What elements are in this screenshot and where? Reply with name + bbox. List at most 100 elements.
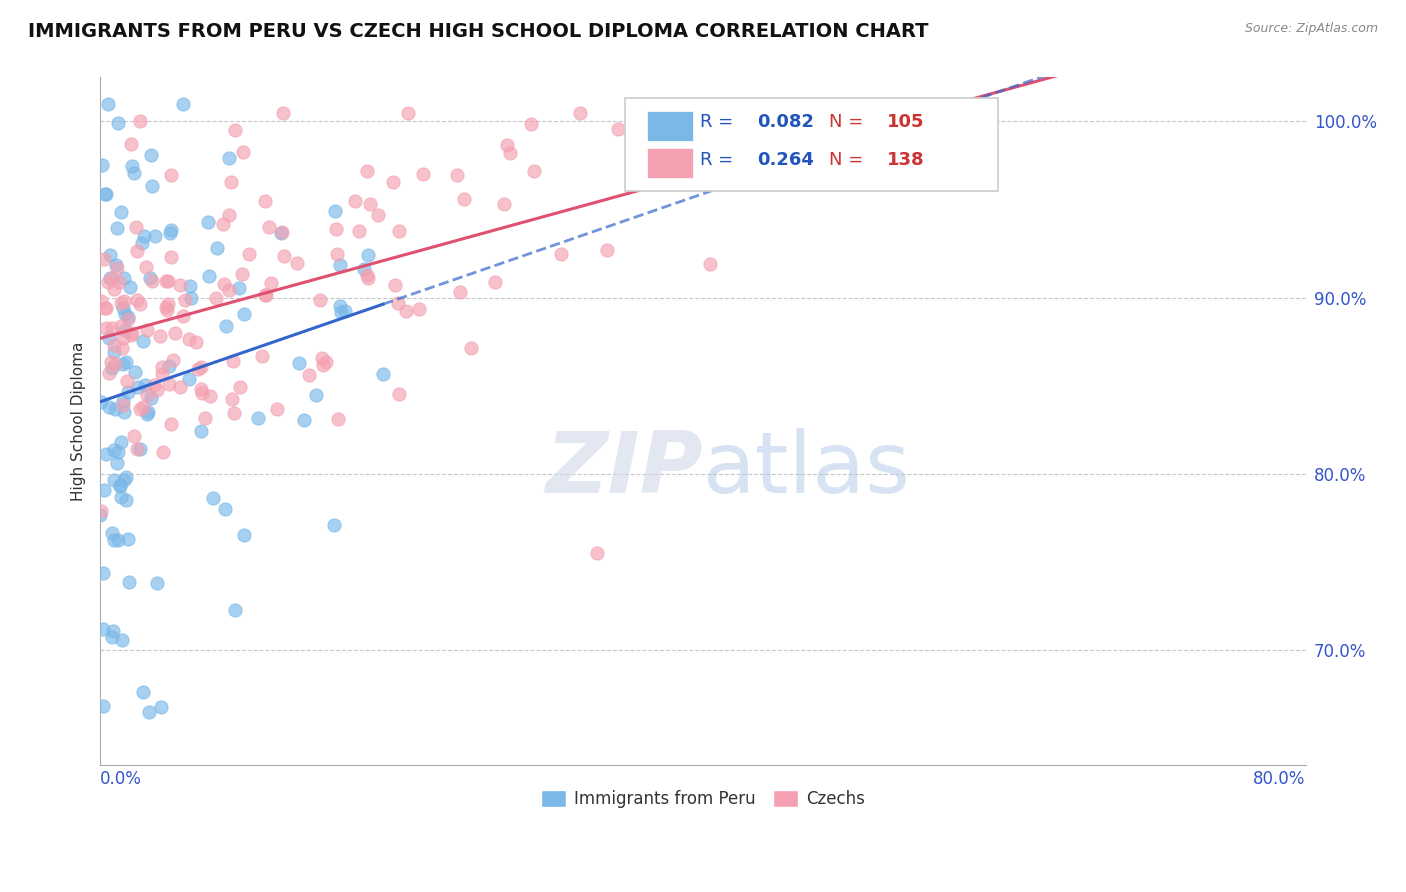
Point (122, 166, 145, 180)
Point (134, 378, 156, 392)
Text: R =: R = (700, 113, 740, 131)
Point (107, 533, 129, 547)
Point (285, 256, 308, 270)
Point (120, 137, 142, 152)
Point (723, 105, 745, 120)
Point (107, 116, 129, 130)
Point (198, 268, 221, 283)
Point (224, 603, 246, 617)
Point (343, 194, 366, 208)
Point (98, 270, 121, 285)
Point (131, 235, 153, 250)
Point (228, 281, 250, 295)
Point (120, 279, 142, 293)
Point (155, 274, 177, 288)
Text: 138: 138 (887, 151, 925, 169)
Point (112, 293, 135, 308)
Point (162, 353, 184, 368)
Point (107, 275, 129, 289)
Point (135, 324, 157, 338)
Point (118, 574, 141, 589)
Point (94, 301, 117, 315)
Point (449, 285, 471, 299)
Point (596, 243, 619, 257)
Point (97, 400, 120, 414)
Point (122, 429, 145, 443)
Point (108, 478, 131, 492)
Point (97, 276, 120, 290)
Point (214, 502, 236, 516)
Point (197, 214, 219, 228)
Point (202, 491, 225, 505)
Point (179, 278, 201, 293)
Point (159, 226, 181, 240)
Point (135, 407, 157, 421)
Point (179, 332, 201, 346)
Point (412, 168, 434, 182)
Point (627, 105, 650, 120)
Point (492, 197, 515, 211)
Point (453, 192, 475, 206)
Point (105, 261, 128, 276)
Point (139, 391, 162, 405)
Point (98, 330, 121, 344)
Point (129, 113, 152, 128)
Point (101, 631, 124, 645)
Point (160, 222, 183, 236)
Point (873, 105, 896, 120)
Point (253, 194, 276, 208)
Point (190, 424, 212, 438)
Point (146, 576, 169, 591)
Point (260, 276, 283, 290)
Point (184, 334, 207, 349)
Point (112, 358, 135, 372)
Point (90, 503, 112, 517)
Point (156, 296, 179, 310)
Point (149, 328, 172, 343)
Point (101, 321, 124, 335)
Point (325, 247, 347, 261)
FancyBboxPatch shape (624, 98, 998, 191)
Point (174, 293, 197, 308)
Point (100, 355, 122, 369)
Text: R =: R = (700, 151, 740, 169)
Point (323, 204, 346, 219)
FancyBboxPatch shape (647, 111, 693, 141)
Point (218, 151, 240, 165)
Point (94, 301, 117, 315)
Point (347, 224, 370, 238)
Point (103, 473, 125, 487)
Point (387, 295, 409, 310)
Point (292, 413, 315, 427)
Point (325, 222, 347, 236)
Point (329, 258, 352, 272)
Point (356, 164, 378, 178)
Point (93, 483, 115, 497)
Point (699, 257, 721, 271)
Point (91, 566, 114, 580)
Point (111, 394, 134, 409)
Point (104, 401, 127, 416)
Point (96, 321, 118, 335)
Point (125, 219, 148, 234)
Point (252, 349, 274, 363)
Point (353, 261, 375, 276)
Point (89, 508, 111, 522)
Point (141, 274, 163, 288)
Point (105, 221, 128, 235)
Text: 0.264: 0.264 (756, 151, 814, 169)
Point (143, 228, 166, 243)
Point (105, 457, 128, 471)
Point (112, 398, 135, 412)
Point (115, 470, 138, 484)
Text: 0.0%: 0.0% (100, 770, 142, 788)
Point (139, 148, 162, 162)
Point (110, 318, 132, 333)
Point (396, 105, 419, 120)
Point (157, 274, 180, 288)
Point (110, 205, 132, 219)
Point (187, 361, 209, 376)
Point (204, 291, 226, 305)
Point (94, 447, 117, 461)
Point (190, 359, 212, 374)
